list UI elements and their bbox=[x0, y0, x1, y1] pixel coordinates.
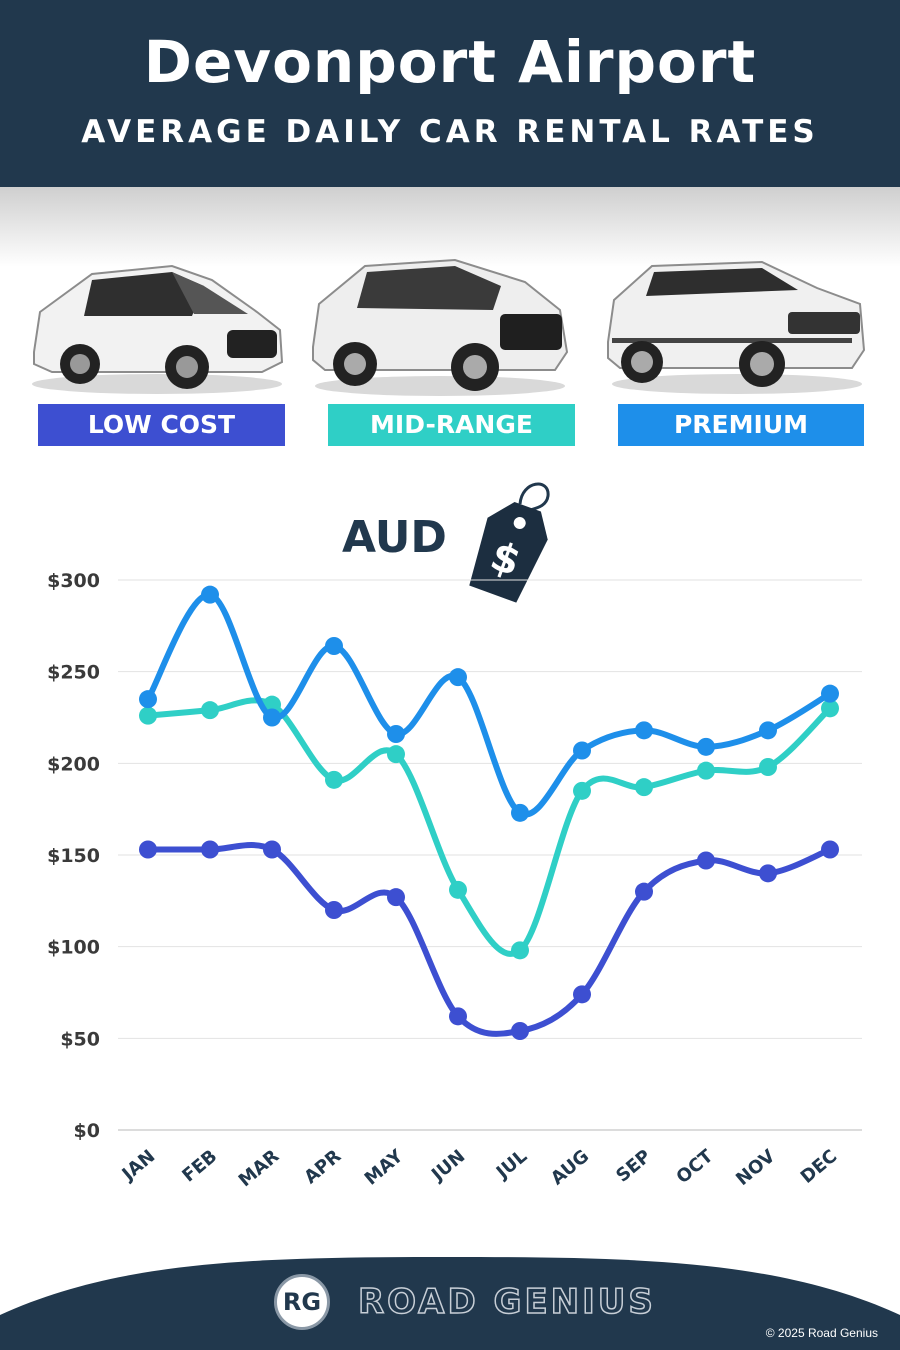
y-tick-label: $150 bbox=[47, 845, 100, 867]
data-point-low-cost bbox=[325, 901, 343, 919]
suv-car-image bbox=[312, 258, 569, 396]
x-tick-label: FEB bbox=[178, 1146, 221, 1187]
road-genius-logo-icon: RG bbox=[274, 1274, 330, 1330]
data-point-low-cost bbox=[201, 840, 219, 859]
data-point-mid-range bbox=[697, 761, 715, 780]
data-point-low-cost bbox=[263, 840, 281, 859]
x-tick-label: SEP bbox=[612, 1146, 655, 1187]
x-tick-label: APR bbox=[300, 1146, 345, 1189]
x-tick-label: AUG bbox=[547, 1146, 593, 1190]
y-tick-label: $300 bbox=[47, 570, 100, 592]
data-point-premium bbox=[263, 708, 281, 727]
data-point-premium bbox=[573, 741, 591, 760]
data-point-premium bbox=[511, 803, 529, 822]
data-point-premium bbox=[325, 637, 343, 655]
data-point-low-cost bbox=[759, 864, 777, 883]
data-point-mid-range bbox=[263, 695, 281, 714]
data-point-premium bbox=[697, 737, 715, 756]
x-tick-label: JUN bbox=[426, 1146, 469, 1187]
premium-suv-car-image bbox=[607, 260, 866, 394]
data-point-premium bbox=[635, 721, 653, 740]
data-point-mid-range bbox=[139, 706, 157, 725]
data-point-low-cost bbox=[697, 851, 715, 870]
data-point-mid-range bbox=[759, 758, 777, 776]
x-tick-label: NOV bbox=[732, 1146, 779, 1190]
data-point-premium bbox=[449, 668, 467, 687]
y-tick-label: $0 bbox=[74, 1120, 100, 1142]
header-banner bbox=[0, 0, 900, 187]
footer-banner bbox=[0, 1257, 900, 1350]
series-line-premium bbox=[145, 591, 833, 818]
category-premium: PREMIUM bbox=[618, 404, 864, 446]
data-point-premium bbox=[387, 725, 405, 743]
rental-rate-line-chart: $0 $50 $100 $150 $200 $250 $300 JAN FEB MAR APR MA… bbox=[47, 570, 862, 1192]
x-tick-label: MAY bbox=[361, 1145, 408, 1189]
x-tick-label: JAN bbox=[117, 1146, 159, 1186]
header-shadow bbox=[0, 187, 900, 267]
data-point-low-cost bbox=[139, 840, 157, 859]
data-point-low-cost bbox=[387, 888, 405, 907]
hatchback-car-image bbox=[32, 264, 284, 394]
category-low-cost: LOW COST bbox=[38, 404, 285, 446]
x-tick-label: MAR bbox=[235, 1146, 284, 1192]
data-point-mid-range bbox=[821, 699, 839, 718]
data-point-mid-range bbox=[449, 880, 467, 899]
data-point-mid-range bbox=[387, 745, 405, 764]
data-point-low-cost bbox=[821, 840, 839, 859]
page-subtitle: AVERAGE DAILY CAR RENTAL RATES bbox=[81, 114, 819, 150]
copyright-text: © 2025 Road Genius bbox=[765, 1326, 878, 1340]
data-point-premium bbox=[821, 684, 839, 703]
data-point-premium bbox=[139, 690, 157, 709]
data-point-premium bbox=[759, 721, 777, 740]
price-tag-icon: $ bbox=[469, 482, 550, 603]
y-tick-label: $50 bbox=[60, 1028, 100, 1050]
page-title: Devonport Airport bbox=[143, 28, 757, 96]
data-point-mid-range bbox=[511, 941, 529, 960]
x-tick-label: OCT bbox=[672, 1145, 717, 1188]
x-tick-label: JUL bbox=[491, 1146, 531, 1184]
data-point-mid-range bbox=[201, 701, 219, 720]
y-tick-label: $100 bbox=[47, 937, 100, 959]
data-point-mid-range bbox=[325, 770, 343, 789]
y-tick-label: $200 bbox=[47, 753, 100, 775]
currency-label: AUD bbox=[342, 512, 447, 563]
brand-name: ROAD GENIUS bbox=[357, 1281, 656, 1323]
data-point-low-cost bbox=[511, 1022, 529, 1040]
data-point-premium bbox=[201, 585, 219, 604]
data-point-low-cost bbox=[635, 882, 653, 901]
x-tick-label: DEC bbox=[797, 1146, 841, 1188]
category-mid-range: MID-RANGE bbox=[328, 404, 575, 446]
data-point-mid-range bbox=[635, 778, 653, 797]
y-tick-label: $250 bbox=[47, 662, 100, 684]
data-point-low-cost bbox=[449, 1007, 467, 1026]
data-point-mid-range bbox=[573, 781, 591, 800]
data-point-low-cost bbox=[573, 985, 591, 1004]
